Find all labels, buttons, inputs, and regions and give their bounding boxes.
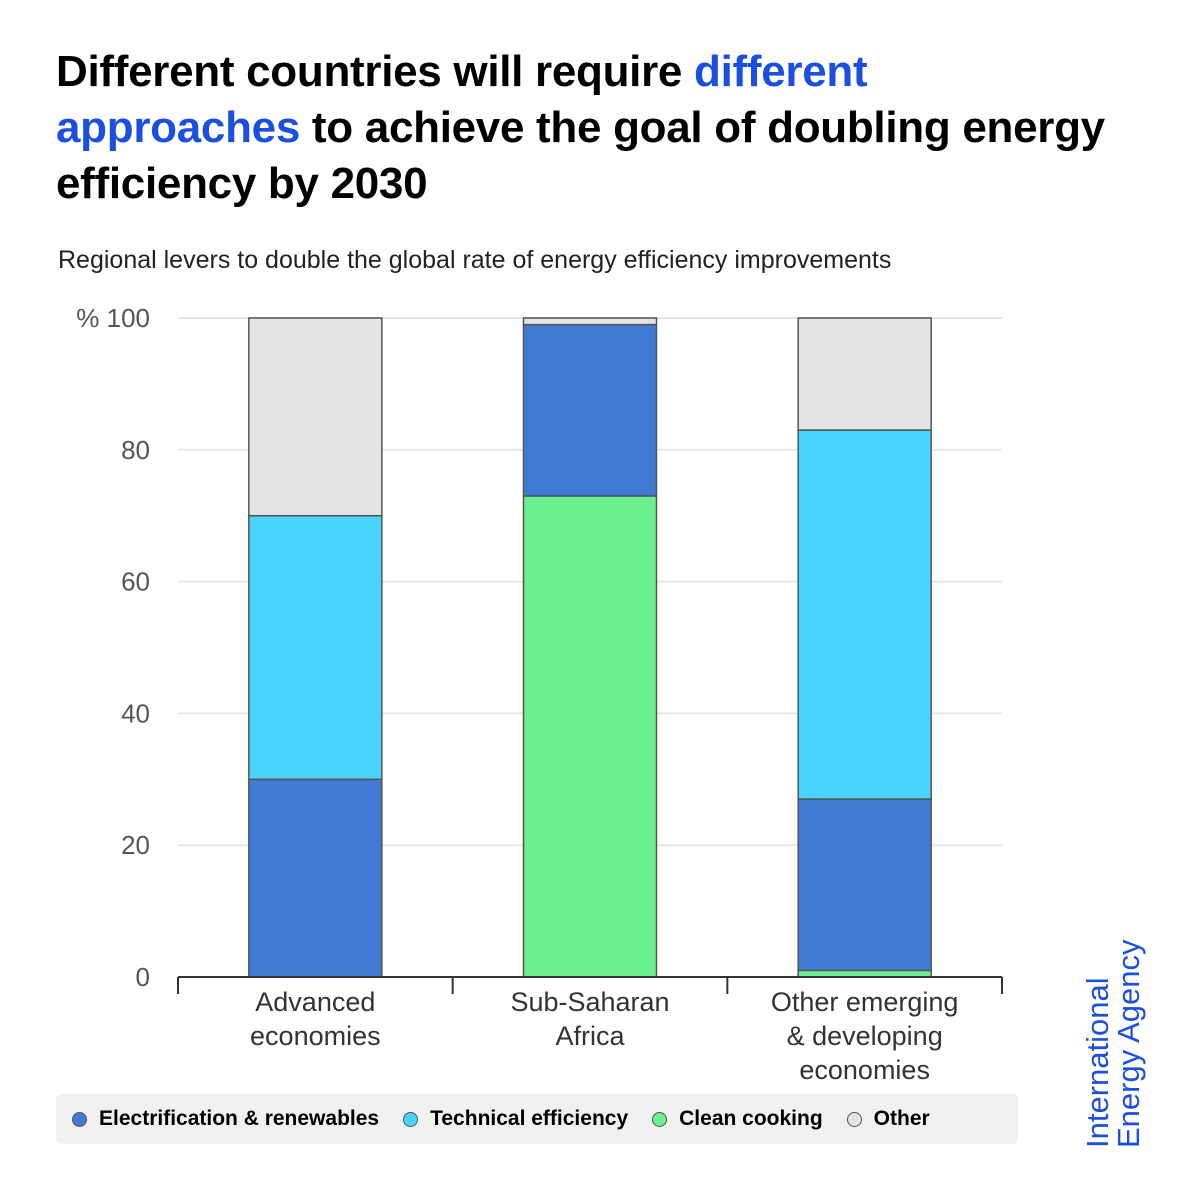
legend-dot-icon: [846, 1111, 862, 1127]
bar-segment: [522, 317, 658, 326]
legend-dot-icon: [72, 1111, 87, 1127]
legend-label: Other: [873, 1107, 930, 1130]
title-highlight: different approaches: [56, 47, 868, 152]
y-tick-label: 60: [121, 567, 150, 597]
iea-logo: International Energy Agency: [1080, 939, 1146, 1148]
bar-segment: [797, 798, 932, 972]
x-tick-label: Other emerging: [771, 987, 959, 1017]
legend-dot-icon: [403, 1111, 419, 1127]
bar-segment: [522, 323, 658, 497]
legend-item: Clean cooking: [652, 1107, 823, 1131]
legend-item: Other: [846, 1107, 930, 1131]
legend-item: Technical efficiency: [403, 1107, 628, 1131]
legend-dot-icon: [652, 1111, 668, 1127]
y-tick-label: 80: [121, 435, 150, 465]
y-tick-label: 20: [121, 830, 150, 860]
chart-subtitle: Regional levers to double the global rat…: [58, 246, 892, 274]
x-tick-label: economies: [799, 1055, 930, 1085]
x-tick-label: Advanced: [255, 987, 375, 1017]
bar-segment: [248, 514, 383, 781]
x-tick-label: economies: [250, 1021, 381, 1051]
chart-title: Different countries will require differe…: [56, 44, 1116, 212]
x-tick-label: Africa: [555, 1021, 625, 1051]
bar-segment: [248, 778, 383, 978]
title-text-2: to achieve the goal of doubling energy e…: [56, 103, 1105, 208]
logo-line-2: Energy Agency: [1111, 939, 1146, 1148]
y-tick-label: 40: [121, 698, 150, 728]
bar-segment: [522, 495, 658, 978]
legend-item: Electrification & renewables: [72, 1107, 379, 1131]
bar-segment: [248, 317, 383, 517]
bar-segment: [797, 317, 932, 431]
legend-label: Technical efficiency: [430, 1107, 629, 1130]
y-tick-label: 0: [136, 962, 150, 992]
bar-segment: [797, 429, 932, 800]
logo-line-1: International: [1080, 977, 1115, 1148]
x-tick-label: & developing: [787, 1021, 943, 1051]
title-text-1: Different countries will require: [56, 47, 695, 96]
y-tick-label: % 100: [76, 303, 150, 333]
chart-legend: Electrification & renewables Technical ef…: [56, 1094, 1018, 1144]
x-tick-label: Sub-Saharan: [510, 987, 669, 1017]
legend-label: Electrification & renewables: [99, 1107, 380, 1130]
legend-label: Clean cooking: [679, 1107, 823, 1130]
